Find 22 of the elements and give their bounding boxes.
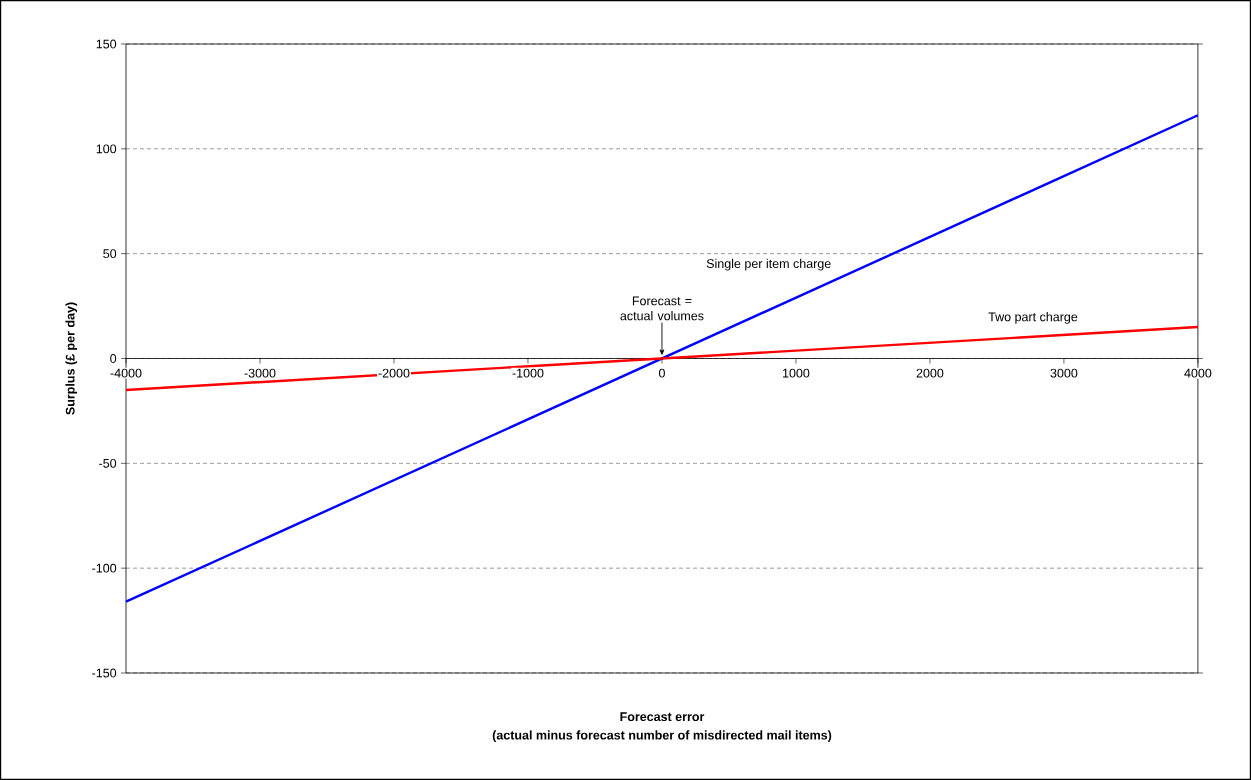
series-label: Two part charge: [988, 312, 1078, 324]
series-label: Single per item charge: [706, 258, 831, 271]
y-tick-label: 0: [110, 354, 117, 363]
y-tick-label: 100: [96, 144, 117, 154]
x-tick-label: 1000: [783, 368, 810, 378]
y-tick-label: -50: [99, 458, 117, 468]
y-tick-label: 50: [103, 249, 117, 259]
y-axis-title: Surplus (£ per day): [65, 302, 78, 415]
y-tick-label: 150: [96, 39, 117, 49]
y-tick-label: -150: [92, 668, 117, 678]
y-tick-label: -100: [92, 563, 117, 573]
x-axis-title: Forecast error: [620, 712, 705, 722]
x-tick-label: -4000: [110, 368, 142, 378]
text: (actual minus forecast number of misdirected mail items): [492, 730, 832, 743]
x-tick-label: -3000: [244, 368, 276, 378]
x-tick-label: 0: [658, 368, 665, 378]
x-tick-label: -2000: [378, 368, 410, 378]
x-tick-label: 3000: [1050, 368, 1078, 378]
annotation: Forecast = actual volumes: [620, 296, 704, 321]
x-tick-label: 2000: [916, 368, 944, 378]
x-tick-label: 4000: [1184, 368, 1212, 378]
x-tick-label: -1000: [512, 368, 544, 378]
